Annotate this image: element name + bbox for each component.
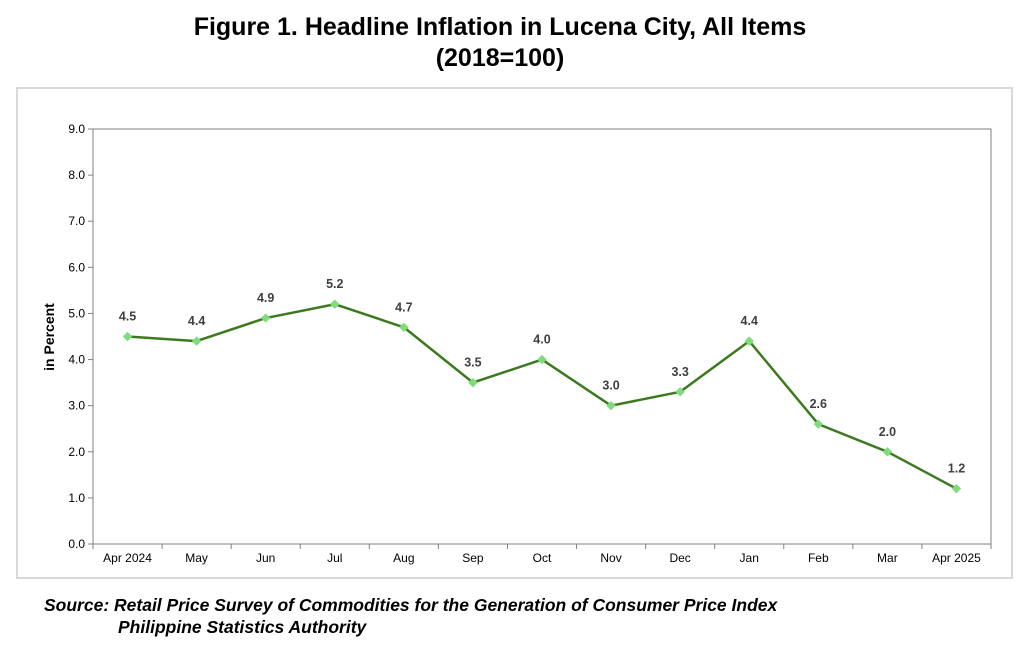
- x-tick-label: Jun: [256, 551, 275, 565]
- data-point-marker: [468, 377, 478, 388]
- data-point-marker: [330, 299, 340, 309]
- chart-frame: [16, 87, 1013, 579]
- y-tick-label: 8.0: [68, 168, 85, 182]
- x-tick-label: May: [185, 551, 208, 565]
- data-point-marker: [191, 336, 202, 346]
- data-label: 1.2: [948, 462, 965, 476]
- x-tick-label: Jan: [740, 551, 759, 565]
- x-tick-label: Oct: [533, 551, 552, 565]
- y-tick-label: 7.0: [68, 214, 85, 228]
- data-point-marker: [813, 419, 824, 429]
- y-tick-label: 4.0: [68, 353, 85, 367]
- x-tick-label: Apr 2025: [932, 551, 981, 565]
- data-point-marker: [537, 354, 547, 365]
- data-label: 2.6: [810, 397, 827, 411]
- y-tick-label: 2.0: [68, 445, 85, 459]
- y-axis-label: in Percent: [41, 303, 57, 371]
- data-point-marker: [260, 313, 271, 323]
- y-tick-label: 9.0: [68, 122, 85, 136]
- chart-subtitle: (2018=100): [435, 44, 565, 72]
- source-line-1: Source: Retail Price Survey of Commoditi…: [44, 595, 778, 615]
- data-label: 5.2: [326, 277, 343, 291]
- x-tick-label: Jul: [327, 551, 342, 565]
- chart-title: Figure 1. Headline Inflation in Lucena C…: [193, 13, 807, 41]
- data-point-marker: [606, 400, 616, 411]
- x-tick-label: Sep: [462, 551, 484, 565]
- data-point-marker: [744, 336, 754, 346]
- data-point-marker: [951, 483, 962, 494]
- data-label: 3.5: [464, 356, 481, 370]
- data-label: 3.0: [602, 379, 619, 393]
- data-label: 4.4: [188, 314, 205, 328]
- line-chart: 0.0 1.0 2.0 3.0 4.0 5.0 6.0 7.0 8.0 9.0 Apr 2024 Ma…: [16, 87, 1013, 579]
- y-tick-label: 3.0: [68, 399, 85, 413]
- data-point-marker: [675, 387, 685, 397]
- source-note: Source: Retail Price Survey of Commoditi…: [44, 594, 777, 638]
- source-line-2: Philippine Statistics Authority: [118, 617, 367, 637]
- data-label: 4.0: [533, 333, 550, 347]
- data-point-marker: [122, 331, 133, 342]
- y-tick-label: 0.0: [68, 537, 85, 551]
- data-point-marker: [882, 447, 893, 457]
- data-label: 4.4: [741, 314, 758, 328]
- x-tick-label: Dec: [669, 551, 690, 565]
- data-label: 3.3: [671, 365, 688, 379]
- data-label: 4.5: [119, 310, 136, 324]
- plot-border: [92, 128, 992, 545]
- x-tick-label: Feb: [808, 551, 829, 565]
- y-tick-label: 6.0: [68, 260, 85, 274]
- y-tick-label: 1.0: [68, 491, 85, 505]
- data-label: 4.7: [395, 300, 412, 314]
- y-tick-label: 5.0: [68, 306, 85, 320]
- data-point-marker: [399, 322, 409, 332]
- data-label: 2.0: [879, 425, 896, 439]
- x-tick-label: Nov: [600, 551, 621, 565]
- plot-area: 0.0 1.0 2.0 3.0 4.0 5.0 6.0 7.0 8.0 9.0 Apr 2024 Ma…: [68, 122, 992, 565]
- x-tick-label: Apr 2024: [103, 551, 152, 565]
- data-label: 4.9: [257, 291, 274, 305]
- x-tick-label: Aug: [393, 551, 414, 565]
- x-tick-label: Mar: [877, 551, 898, 565]
